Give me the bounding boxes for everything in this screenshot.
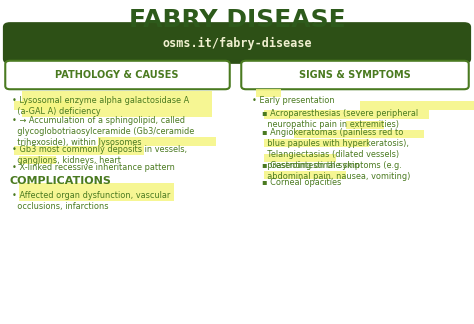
- Text: osms.it/fabry-disease: osms.it/fabry-disease: [162, 37, 312, 50]
- Bar: [264, 154, 336, 162]
- Text: ▪ Angiokeratomas (painless red to
  blue papules with hyperkeratosis),
  Telangi: ▪ Angiokeratomas (painless red to blue p…: [262, 128, 409, 170]
- Bar: [98, 137, 216, 146]
- Bar: [264, 139, 369, 147]
- Bar: [294, 130, 424, 138]
- Text: SIGNS & SYMPTOMS: SIGNS & SYMPTOMS: [299, 70, 411, 80]
- Bar: [22, 91, 212, 117]
- Bar: [264, 110, 429, 119]
- Bar: [264, 171, 346, 179]
- Text: ▪ Acroparesthesias (severe peripheral
  neuropathic pain in extremities): ▪ Acroparesthesias (severe peripheral ne…: [262, 109, 418, 129]
- Text: • Affected organ dysfunction, vascular
  occlusions, infarctions: • Affected organ dysfunction, vascular o…: [12, 191, 170, 211]
- FancyBboxPatch shape: [241, 61, 469, 89]
- Text: • Early presentation: • Early presentation: [252, 96, 335, 105]
- Bar: [19, 183, 174, 201]
- Text: • Gb3 most commonly deposits in vessels,
  ganglions, kidneys, heart: • Gb3 most commonly deposits in vessels,…: [12, 145, 187, 165]
- FancyBboxPatch shape: [3, 22, 471, 64]
- Bar: [14, 146, 144, 155]
- Text: PATHOLOGY & CAUSES: PATHOLOGY & CAUSES: [55, 70, 179, 80]
- Text: ▪ Gastrointestinal symptoms (e.g.
  abdominal pain, nausea, vomiting): ▪ Gastrointestinal symptoms (e.g. abdomi…: [262, 161, 410, 181]
- Text: ▪ Corneal opacities: ▪ Corneal opacities: [262, 178, 341, 187]
- Bar: [19, 156, 56, 164]
- Bar: [256, 89, 281, 97]
- Bar: [346, 121, 384, 129]
- Bar: [360, 101, 474, 110]
- Text: FABRY DISEASE: FABRY DISEASE: [128, 8, 346, 32]
- Text: COMPLICATIONS: COMPLICATIONS: [10, 176, 112, 186]
- Bar: [14, 101, 72, 110]
- Text: • → Accumulation of a sphingolipid, called
  glycoglobotriaosylceramide (Gb3/cer: • → Accumulation of a sphingolipid, call…: [12, 116, 194, 147]
- FancyBboxPatch shape: [5, 61, 230, 89]
- Text: • X-linked recessive inheritance pattern: • X-linked recessive inheritance pattern: [12, 163, 175, 172]
- Text: • Lysosomal enzyme alpha galactosidase A
  (a-GAL A) deficiency: • Lysosomal enzyme alpha galactosidase A…: [12, 96, 189, 116]
